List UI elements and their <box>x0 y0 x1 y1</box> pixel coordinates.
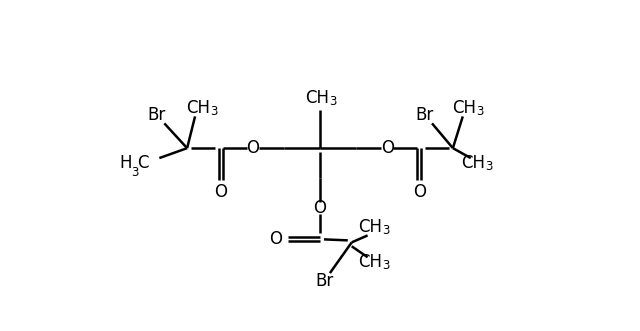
Text: 3: 3 <box>383 224 390 237</box>
Text: 3: 3 <box>486 160 493 173</box>
Text: CH: CH <box>452 100 476 118</box>
Text: 3: 3 <box>476 106 483 118</box>
Text: O: O <box>314 199 326 217</box>
Text: Br: Br <box>147 107 166 124</box>
Text: CH: CH <box>358 218 383 236</box>
Text: O: O <box>214 183 227 201</box>
Text: CH: CH <box>305 89 329 107</box>
Text: O: O <box>381 139 394 157</box>
Text: C: C <box>137 154 148 172</box>
Text: 3: 3 <box>383 259 390 272</box>
Text: Br: Br <box>316 272 334 290</box>
Text: O: O <box>413 183 426 201</box>
Text: 3: 3 <box>132 166 139 179</box>
Text: O: O <box>246 139 259 157</box>
Text: CH: CH <box>358 253 383 271</box>
Text: H: H <box>119 154 132 172</box>
Text: CH: CH <box>461 154 486 172</box>
Text: 3: 3 <box>329 95 336 108</box>
Text: Br: Br <box>415 107 433 124</box>
Text: 3: 3 <box>210 106 218 118</box>
Text: CH: CH <box>186 100 210 118</box>
Text: O: O <box>269 230 282 248</box>
